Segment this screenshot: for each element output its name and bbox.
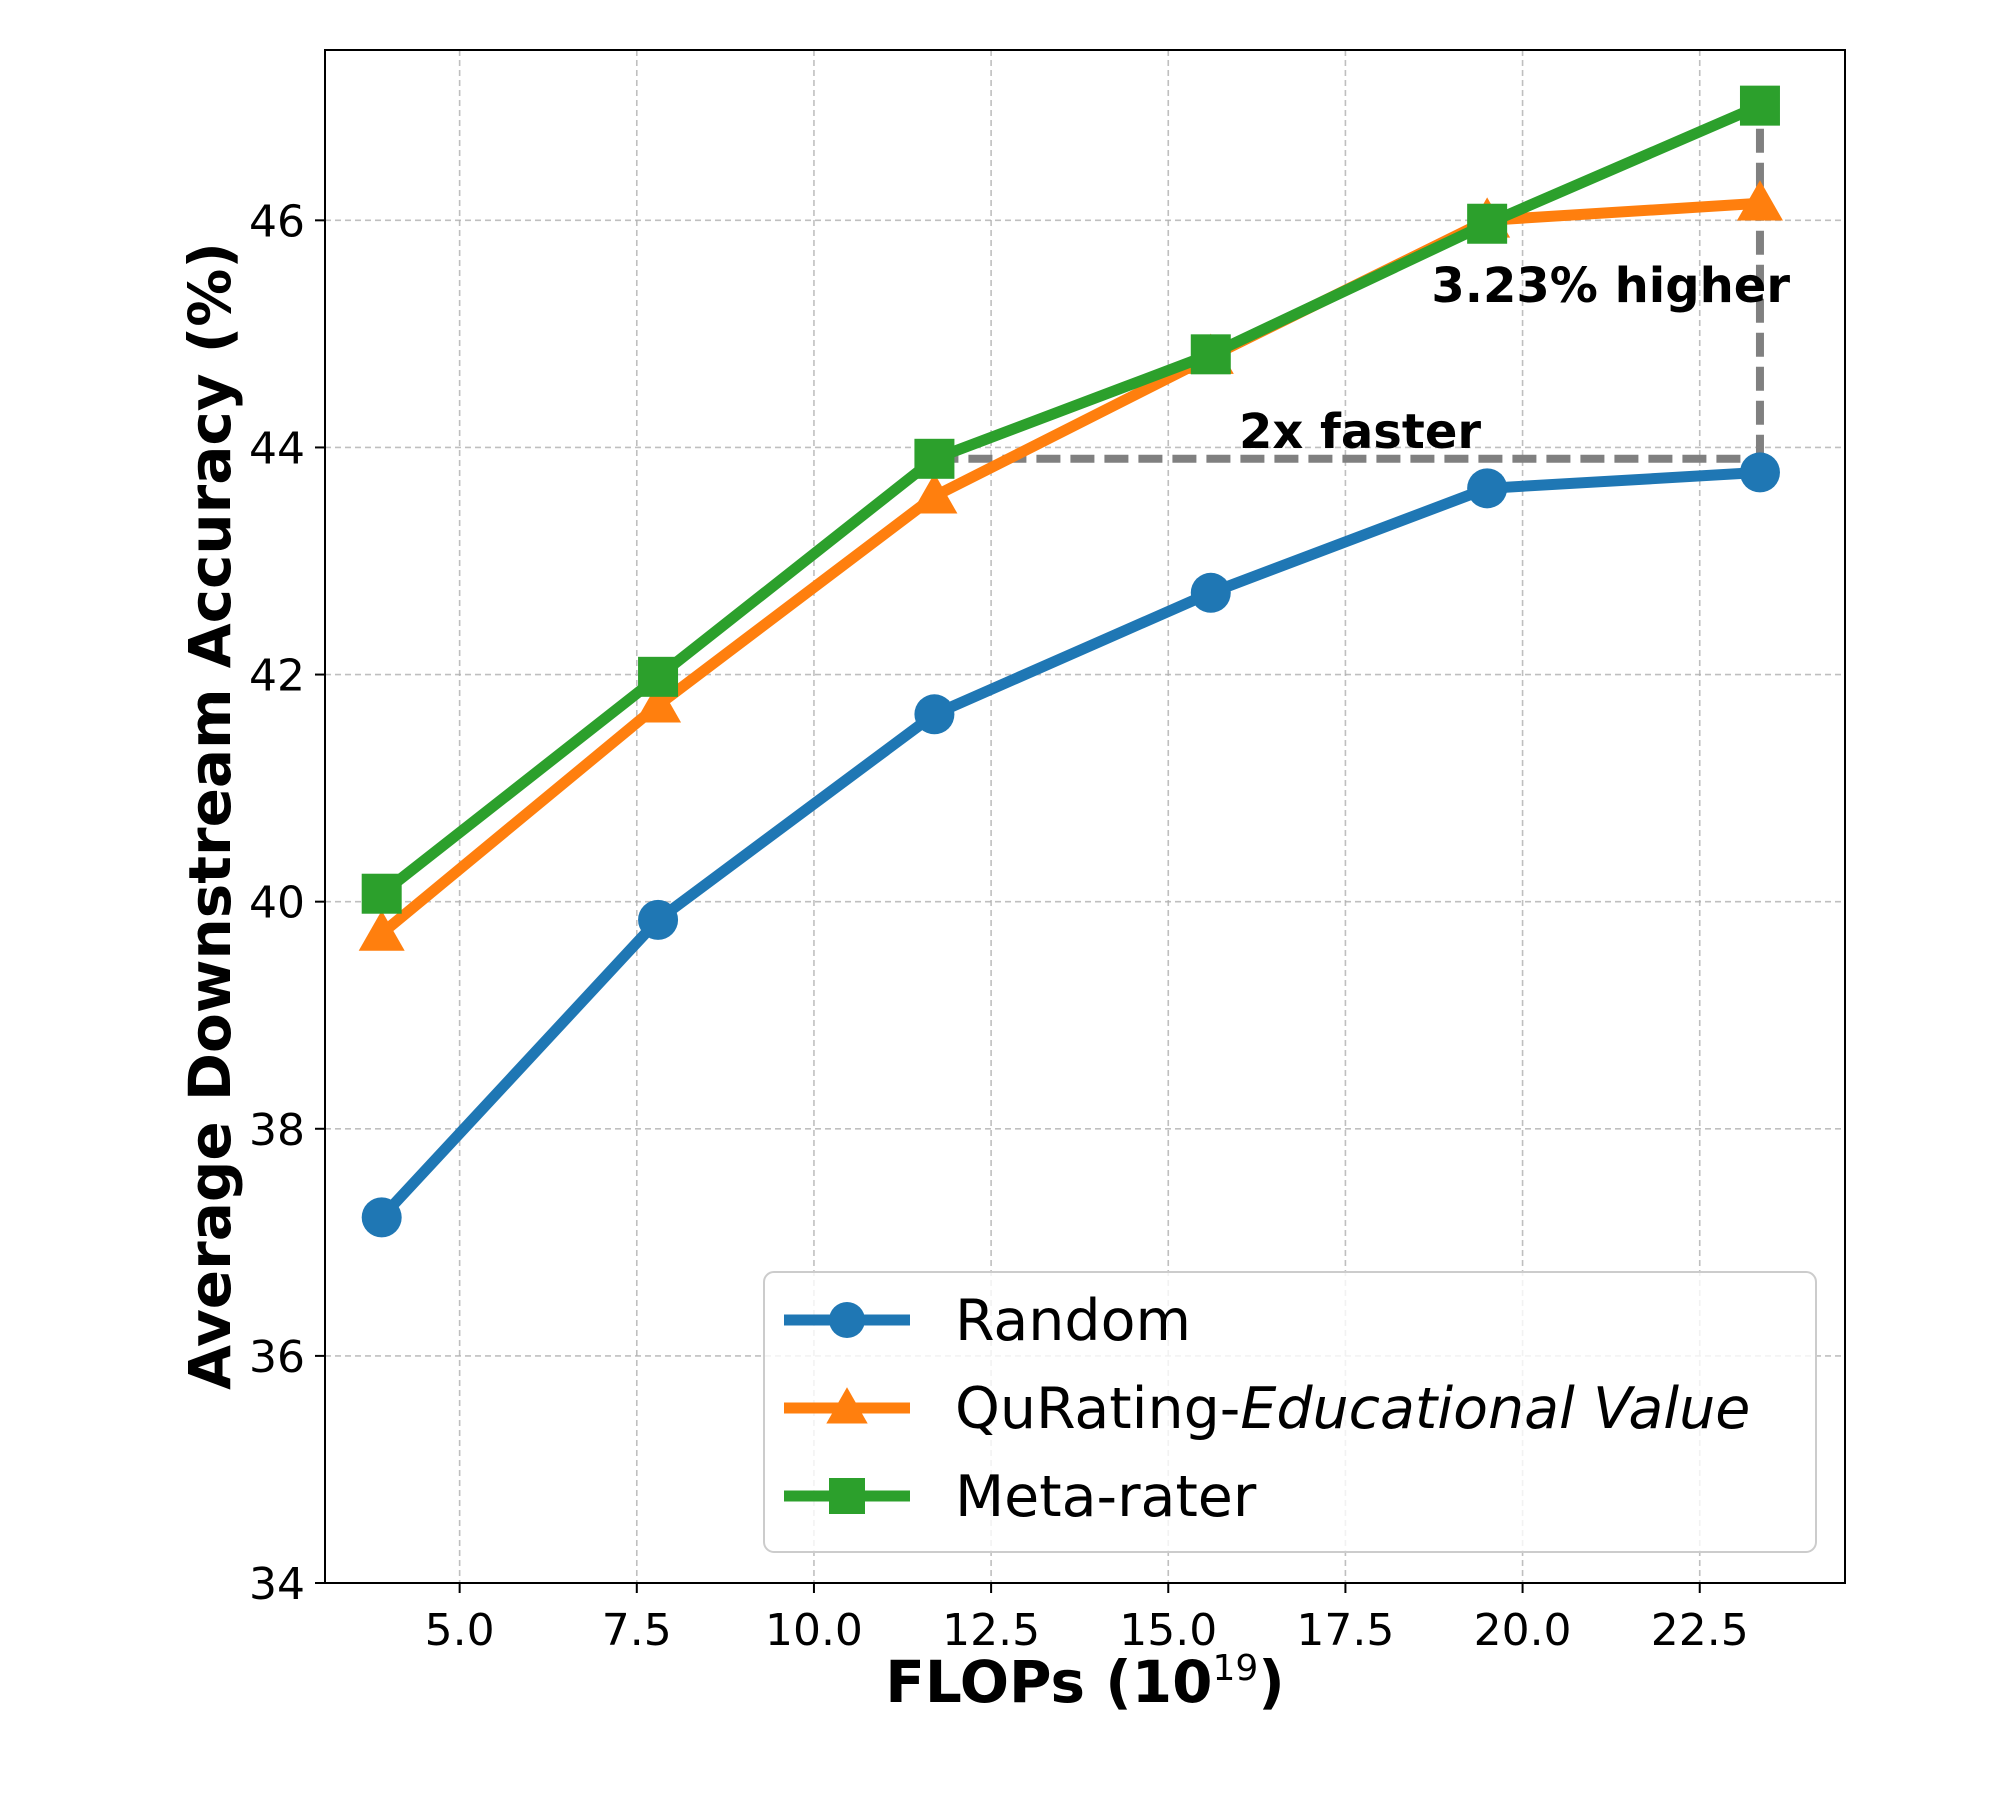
legend-entry: Random xyxy=(784,1288,1191,1354)
data-point xyxy=(914,438,955,479)
legend-entry: Meta-rater xyxy=(784,1464,1257,1530)
data-point xyxy=(1190,334,1231,375)
x-axis-title: FLOPs (1019) xyxy=(885,1648,1285,1716)
reference-lines xyxy=(934,105,1764,463)
data-point xyxy=(1190,572,1231,613)
series-lines xyxy=(358,85,1783,1238)
axis-ticks: 5.0 7.5 10.0 12.5 15.0 17.5 20.0 22.5 34 36 38 40 42… xyxy=(249,196,1749,1656)
y-tick-label: 42 xyxy=(249,651,305,702)
legend-entries: Random QuRating-Educational Value Meta-rat… xyxy=(784,1288,1750,1530)
plot-frame xyxy=(324,49,1846,1584)
x-tick-label: 12.5 xyxy=(942,1605,1040,1656)
data-point xyxy=(914,694,955,735)
data-point xyxy=(911,473,958,514)
x-axis-title-exponent: 19 xyxy=(1212,1648,1258,1689)
legend: Random QuRating-Educational Value Meta-rat… xyxy=(763,1271,1817,1553)
legend-label-text: Random xyxy=(955,1288,1191,1354)
legend-label: Meta-rater xyxy=(955,1464,1257,1530)
data-point xyxy=(358,910,405,951)
series-line xyxy=(376,466,1766,1223)
data-point xyxy=(361,1197,402,1238)
legend-marker-swatch xyxy=(826,1387,868,1424)
y-tick-label: 40 xyxy=(249,878,305,929)
data-point xyxy=(1467,468,1508,509)
data-point xyxy=(361,873,402,914)
legend-label-text: QuRating- xyxy=(955,1376,1240,1442)
x-tick-label: 17.5 xyxy=(1296,1605,1394,1656)
data-point xyxy=(635,682,682,723)
legend-label-italic: Educational Value xyxy=(1240,1376,1750,1442)
data-point xyxy=(1467,203,1508,244)
y-tick-label: 44 xyxy=(249,423,305,474)
legend-box xyxy=(763,1271,1817,1553)
y-tick-label: 36 xyxy=(249,1332,305,1383)
legend-label: Random xyxy=(955,1288,1191,1354)
x-axis-title-text: FLOPs (10 xyxy=(885,1648,1212,1716)
y-tick-label: 38 xyxy=(249,1105,305,1156)
data-point xyxy=(1736,180,1783,221)
series-line xyxy=(376,100,1766,900)
y-tick-label: 46 xyxy=(249,196,305,247)
x-tick-label: 7.5 xyxy=(602,1605,672,1656)
data-point xyxy=(638,899,679,940)
series-square xyxy=(361,85,1780,914)
y-axis-title: Average Downstream Accuracy (%) xyxy=(176,242,244,1390)
annotations: 3.23% higher 2x faster xyxy=(1239,258,1790,460)
annotation-faster: 2x faster xyxy=(1239,404,1481,460)
series-line xyxy=(376,197,1766,939)
x-axis-title-close: ) xyxy=(1258,1648,1285,1716)
annotation-higher: 3.23% higher xyxy=(1431,258,1790,314)
legend-marker-swatch xyxy=(829,1478,865,1514)
x-tick-label: 22.5 xyxy=(1651,1605,1749,1656)
data-point xyxy=(1739,452,1780,493)
y-tick-label: 34 xyxy=(249,1559,305,1610)
legend-entry: QuRating-Educational Value xyxy=(784,1376,1750,1442)
series-circle xyxy=(361,452,1780,1238)
legend-label-text: Meta-rater xyxy=(955,1464,1257,1530)
legend-marker-swatch xyxy=(829,1302,865,1338)
x-tick-label: 20.0 xyxy=(1474,1605,1572,1656)
x-tick-label: 5.0 xyxy=(425,1605,495,1656)
x-tick-label: 10.0 xyxy=(765,1605,863,1656)
legend-label: QuRating-Educational Value xyxy=(955,1376,1750,1442)
x-tick-label: 15.0 xyxy=(1119,1605,1217,1656)
data-point xyxy=(1739,85,1780,126)
data-point xyxy=(638,656,679,697)
